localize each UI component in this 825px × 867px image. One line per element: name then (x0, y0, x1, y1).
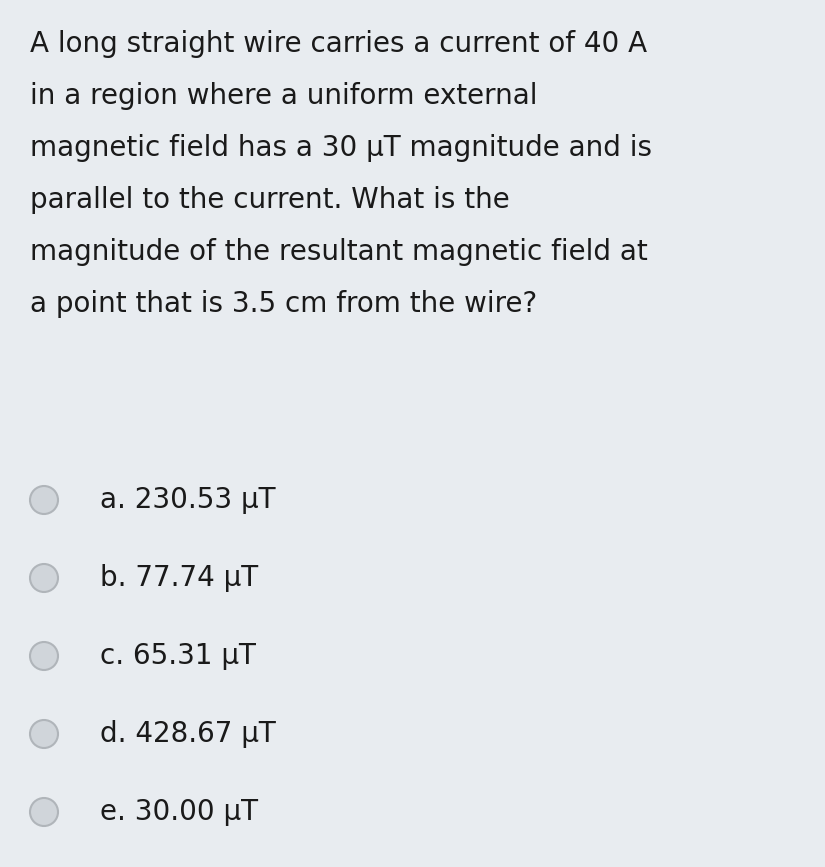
Ellipse shape (30, 798, 58, 826)
Text: a point that is 3.5 cm from the wire?: a point that is 3.5 cm from the wire? (30, 290, 537, 318)
Text: A long straight wire carries a current of 40 A: A long straight wire carries a current o… (30, 30, 647, 58)
Text: b. 77.74 μT: b. 77.74 μT (100, 564, 258, 592)
Text: d. 428.67 μT: d. 428.67 μT (100, 720, 276, 748)
Text: e. 30.00 μT: e. 30.00 μT (100, 798, 258, 826)
Ellipse shape (30, 642, 58, 670)
Ellipse shape (30, 720, 58, 748)
Text: in a region where a uniform external: in a region where a uniform external (30, 82, 538, 110)
Text: c. 65.31 μT: c. 65.31 μT (100, 642, 256, 670)
Ellipse shape (30, 564, 58, 592)
Ellipse shape (30, 486, 58, 514)
Text: parallel to the current. What is the: parallel to the current. What is the (30, 186, 510, 214)
Text: magnitude of the resultant magnetic field at: magnitude of the resultant magnetic fiel… (30, 238, 648, 266)
Text: magnetic field has a 30 μT magnitude and is: magnetic field has a 30 μT magnitude and… (30, 134, 652, 162)
Text: a. 230.53 μT: a. 230.53 μT (100, 486, 276, 514)
